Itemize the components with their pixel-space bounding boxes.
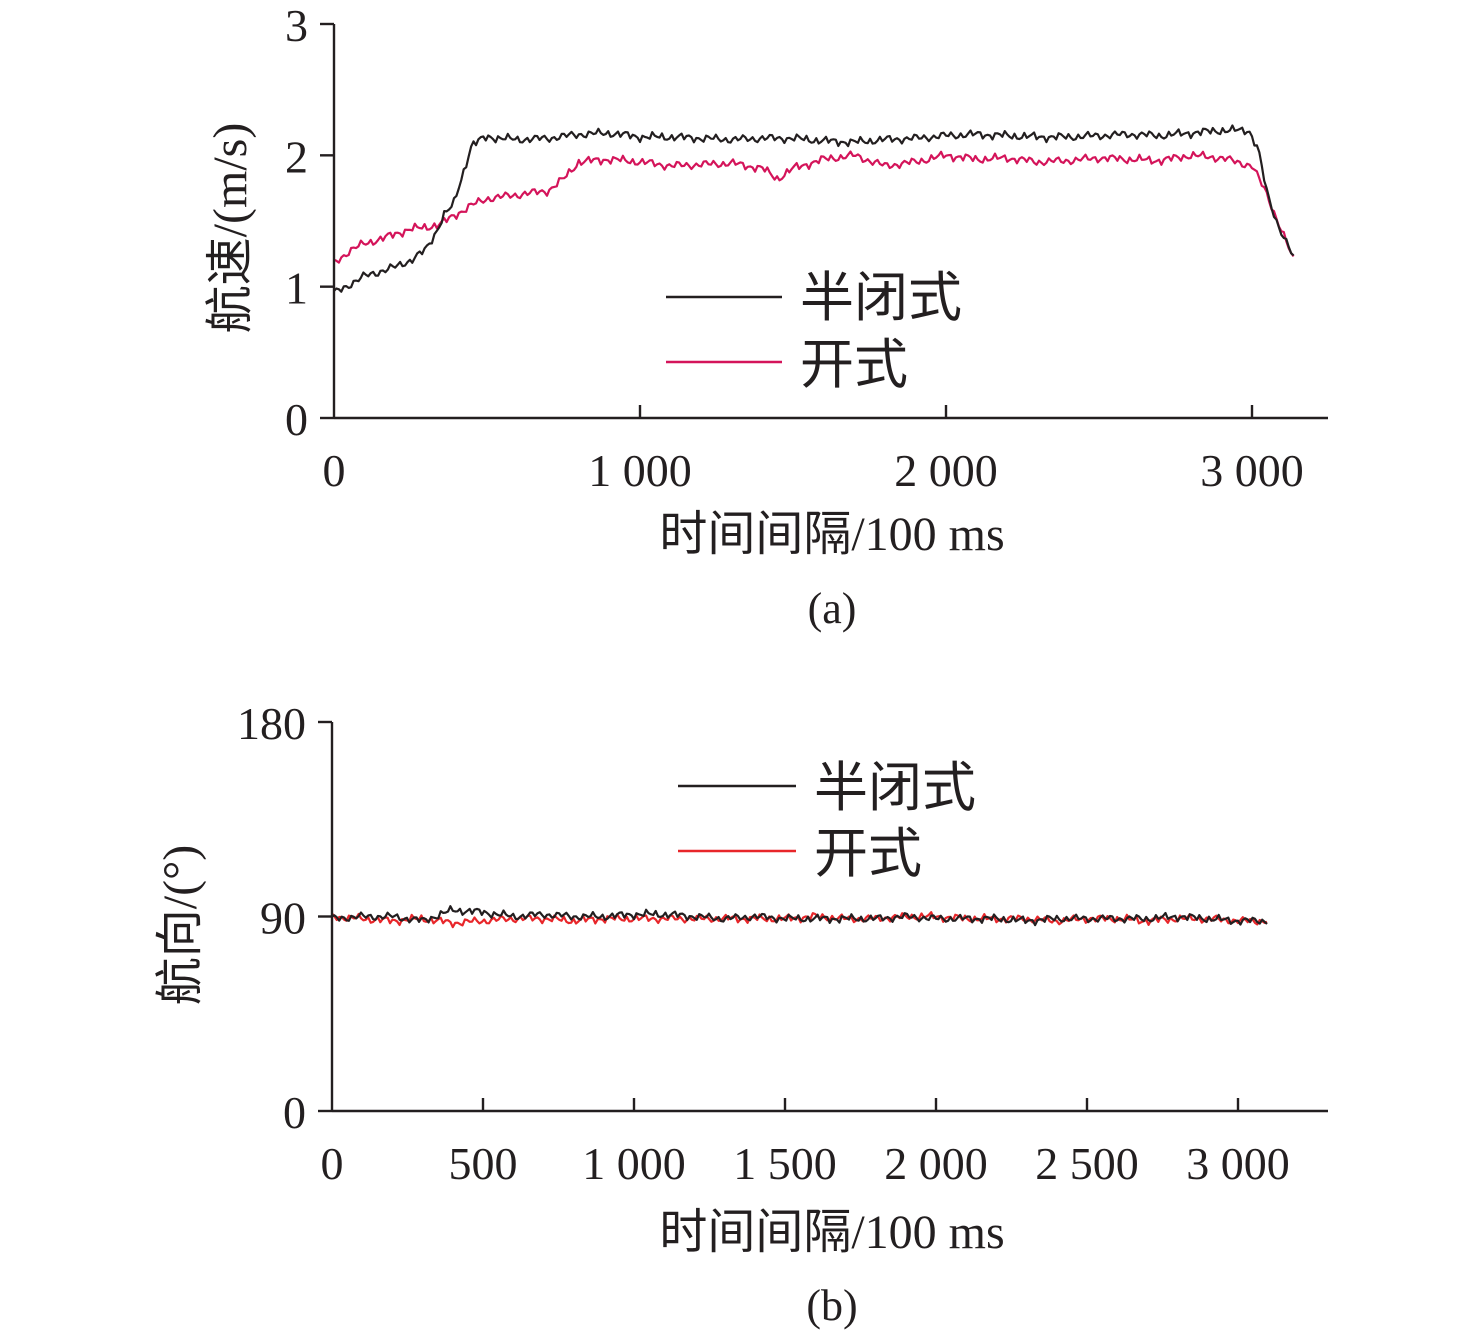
- panel-b-x-tick-label: 500: [449, 1138, 518, 1189]
- panel-b-x-tick-label: 2 000: [884, 1138, 988, 1189]
- panel-b-legend: 半闭式 开式: [678, 758, 976, 884]
- panel-a-x-tick-label: 2 000: [894, 445, 998, 496]
- panel-b-y-axis-title: 航向/(°): [154, 845, 207, 1006]
- panel-a-legend-label-semi-closed: 半闭式: [800, 268, 962, 328]
- panel-b-x-tick-label: 2 500: [1035, 1138, 1139, 1189]
- panel-a-y-tick-label: 1: [285, 263, 308, 314]
- panel-a-y-axis-title: 航速/(m/s): [204, 123, 257, 334]
- panel-b-legend-label-semi-closed: 半闭式: [814, 758, 976, 818]
- panel-b-series-layer: [331, 905, 1268, 929]
- panel-b-tick-labels: 0 90 180 0 500 1 000 1 500 2 000 2 500 3 000: [237, 698, 1290, 1189]
- panel-a-legend-label-open: 开式: [800, 335, 908, 395]
- panel-a-legend: 半闭式 开式: [666, 268, 962, 395]
- panel-b-y-tick-label: 0: [283, 1087, 306, 1138]
- panel-a-series-layer: [333, 124, 1295, 293]
- panel-a-series-line-1: [333, 150, 1295, 264]
- panel-b-caption: (b): [806, 1281, 857, 1330]
- panel-b-x-tick-label: 3 000: [1186, 1138, 1290, 1189]
- panel-b-y-tick-label: 90: [260, 893, 306, 944]
- panel-a-y-tick-label: 0: [285, 394, 308, 445]
- panel-a: 0 1 2 3 0 1 000 2 000 3 000 时间间隔/100 ms 航速/(m/s…: [204, 0, 1328, 633]
- panel-b: 0 90 180 0 500 1 000 1 500 2 000 2 500 3 000 时间间隔…: [154, 698, 1328, 1330]
- panel-a-caption: (a): [808, 584, 857, 633]
- panel-b-x-tick-label: 1 500: [733, 1138, 837, 1189]
- panel-b-series-line-0: [331, 905, 1268, 927]
- panel-b-x-tick-label: 1 000: [582, 1138, 686, 1189]
- panel-a-series-line-0: [333, 124, 1295, 293]
- panel-a-x-tick-label: 0: [323, 445, 346, 496]
- panel-b-x-tick-label: 0: [321, 1138, 344, 1189]
- panel-b-axes: [318, 720, 1328, 1113]
- panel-a-tick-labels: 0 1 2 3 0 1 000 2 000 3 000: [285, 0, 1304, 496]
- panel-a-x-tick-label: 1 000: [588, 445, 692, 496]
- panel-a-axes: [320, 22, 1328, 420]
- panel-b-legend-label-open: 开式: [814, 824, 922, 884]
- panel-a-y-tick-label: 3: [285, 0, 308, 51]
- panel-a-x-tick-label: 3 000: [1200, 445, 1304, 496]
- panel-a-y-tick-label: 2: [285, 131, 308, 182]
- panel-b-x-axis-title: 时间间隔/100 ms: [659, 1206, 1004, 1259]
- panel-b-y-tick-label: 180: [237, 698, 306, 749]
- panel-a-x-axis-title: 时间间隔/100 ms: [659, 508, 1004, 561]
